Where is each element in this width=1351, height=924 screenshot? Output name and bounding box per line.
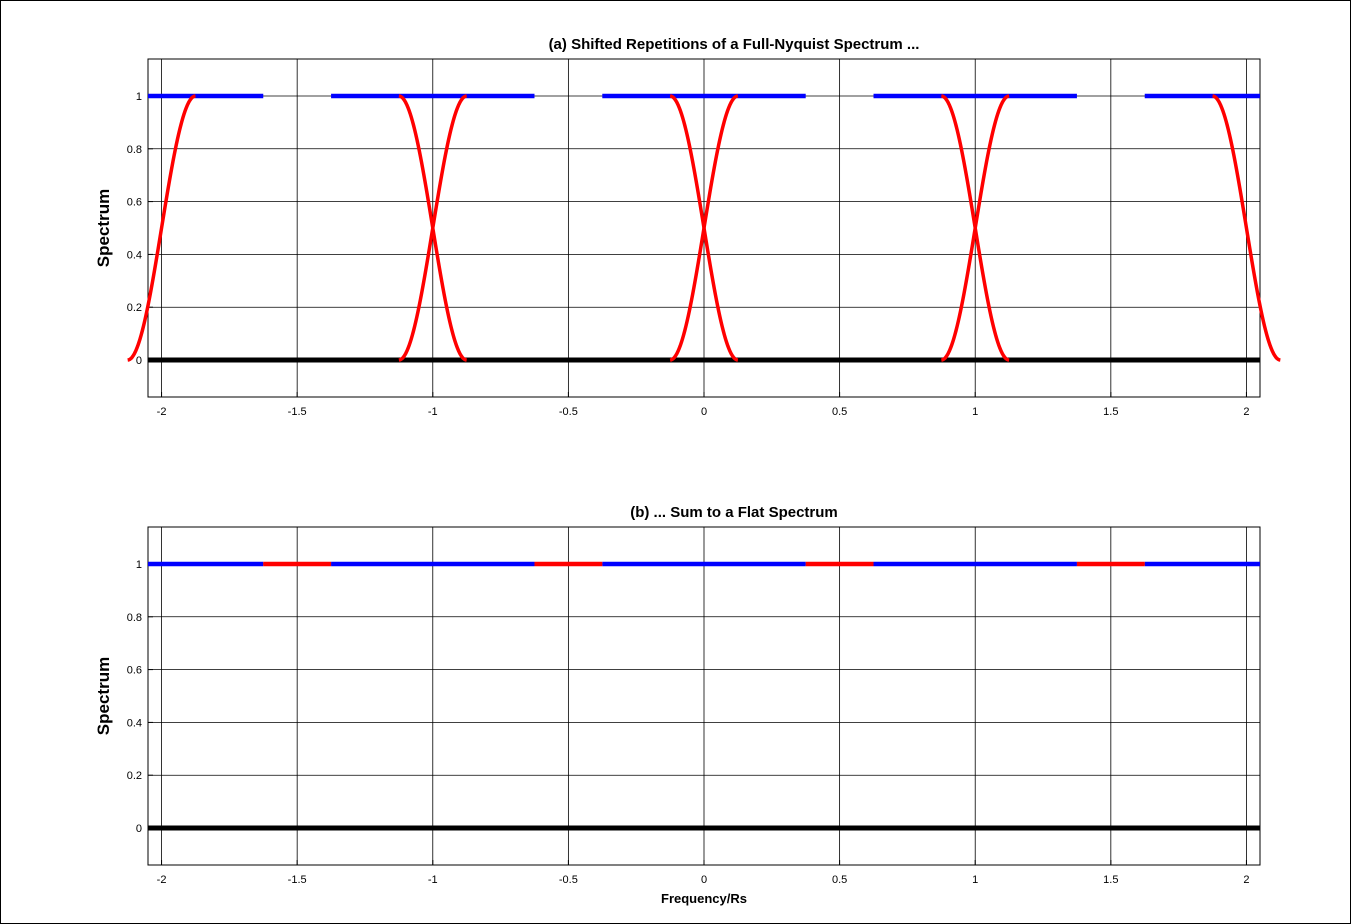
y-tick-label: 0.4 — [127, 249, 142, 261]
y-tick-label: 0.4 — [127, 717, 142, 729]
x-tick-label: 1 — [972, 406, 978, 418]
rolloff-curve — [940, 94, 1010, 362]
y-tick-label: 0.2 — [127, 770, 142, 782]
y-tick-label: 1 — [136, 91, 142, 103]
x-tick-label: 2 — [1243, 406, 1249, 418]
x-tick-label: 0 — [701, 406, 707, 418]
chart-title: (a) Shifted Repetitions of a Full-Nyquis… — [549, 36, 920, 53]
x-tick-label: 1.5 — [1103, 406, 1118, 418]
x-tick-label: 2 — [1243, 874, 1249, 886]
x-tick-label: -1.5 — [288, 406, 307, 418]
y-tick-label: 0.6 — [127, 197, 142, 209]
rolloff-curve — [127, 94, 197, 362]
x-tick-label: 1 — [972, 874, 978, 886]
x-tick-label: -1 — [428, 406, 438, 418]
x-tick-label: -1.5 — [288, 874, 307, 886]
x-tick-label: -2 — [157, 874, 167, 886]
plot-b: -2 -1.5 -1 -0.5 0 0.5 1 1.5 2 0 0.2 0.4 0.6 0.8 1 (b) .… — [94, 504, 1261, 906]
y-axis-label: Spectrum — [94, 657, 113, 735]
rolloff-curve — [1211, 94, 1281, 362]
y-axis-label: Spectrum — [94, 189, 113, 267]
x-tick-label: -0.5 — [559, 874, 578, 886]
x-tick-label: 0.5 — [832, 874, 847, 886]
x-tick-label: -1 — [428, 874, 438, 886]
y-tick-label: 1 — [136, 559, 142, 571]
x-tick-label: -0.5 — [559, 406, 578, 418]
x-tick-label: 0.5 — [832, 406, 847, 418]
y-tick-label: 0 — [136, 823, 142, 835]
rolloff-curve — [398, 94, 468, 362]
plot-a: -2 -1.5 -1 -0.5 0 0.5 1 1.5 2 0 0.2 0.4 0.6 0.8 1 (a) S… — [94, 36, 1281, 418]
x-tick-label: 1.5 — [1103, 874, 1118, 886]
x-tick-label: 0 — [701, 874, 707, 886]
y-tick-label: 0.2 — [127, 302, 142, 314]
y-tick-label: 0 — [136, 355, 142, 367]
chart-title: (b) ... Sum to a Flat Spectrum — [630, 504, 838, 521]
x-tick-label: -2 — [157, 406, 167, 418]
rolloff-curve — [669, 94, 739, 362]
x-axis-label: Frequency/Rs — [661, 891, 747, 906]
y-tick-label: 0.6 — [127, 665, 142, 677]
y-tick-label: 0.8 — [127, 144, 142, 156]
y-tick-label: 0.8 — [127, 612, 142, 624]
